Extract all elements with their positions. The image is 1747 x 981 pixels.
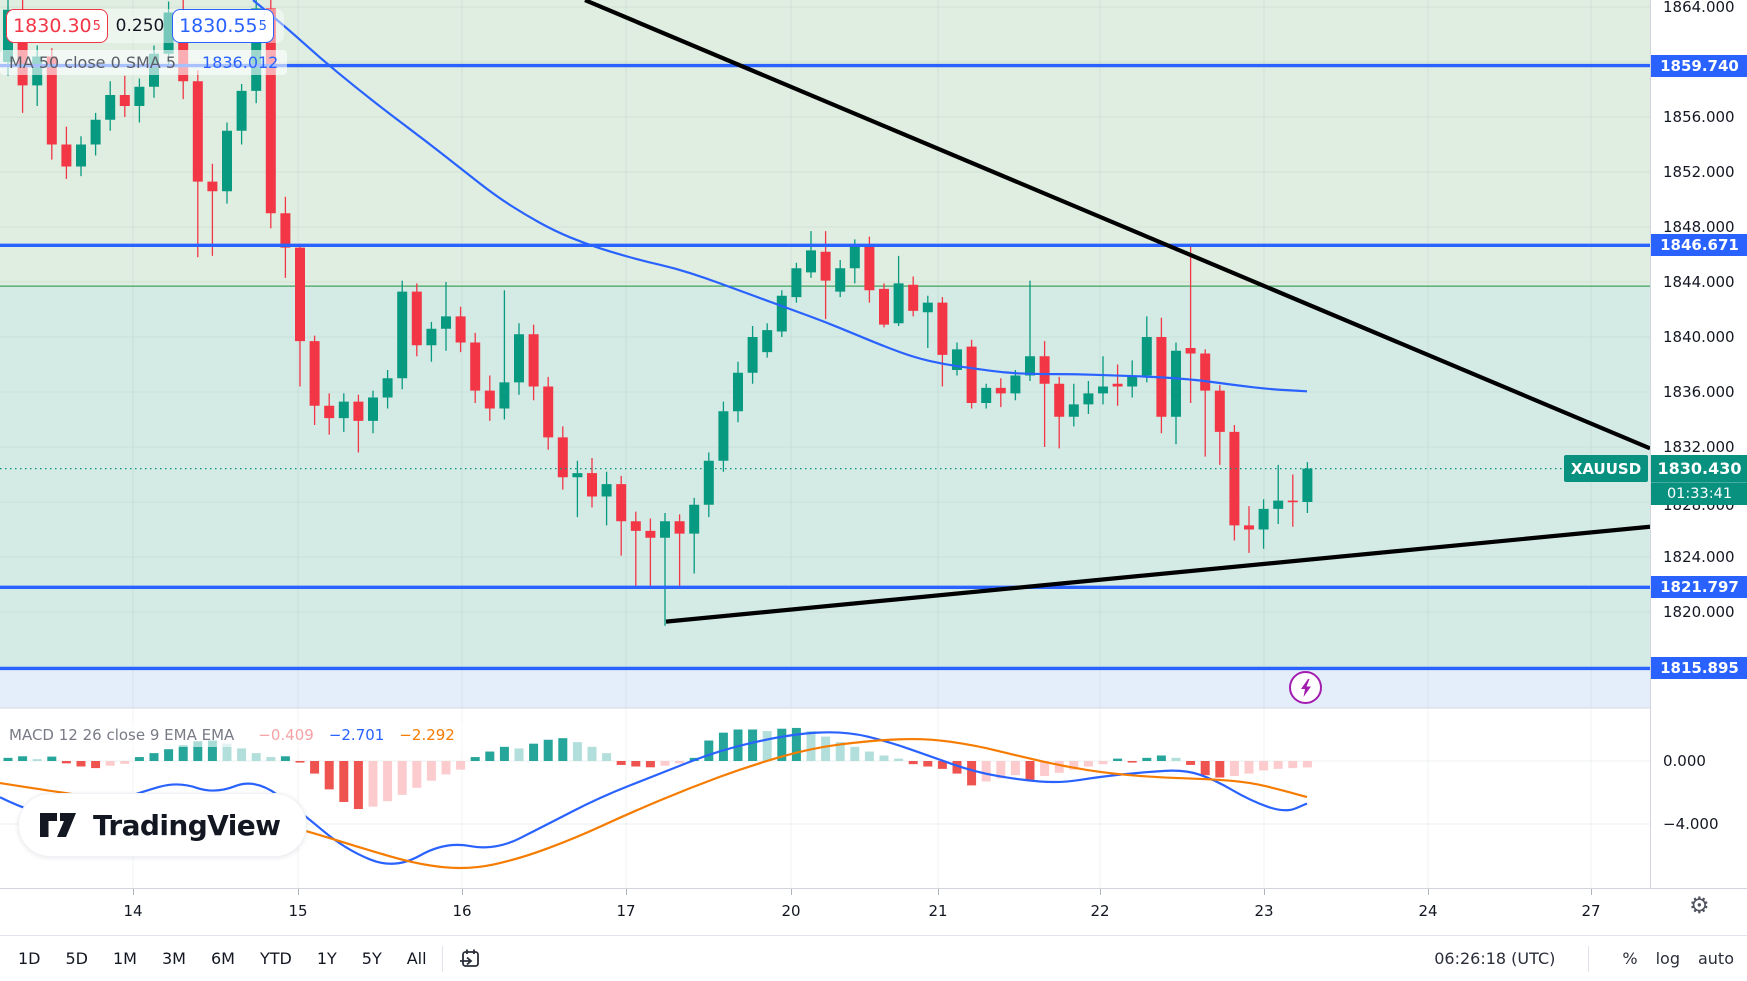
date-label[interactable]: 15 xyxy=(288,902,308,920)
date-label[interactable]: 22 xyxy=(1090,902,1110,920)
price-axis-label: 1852.000 xyxy=(1663,163,1735,181)
price-axis-label: 1864.000 xyxy=(1663,0,1735,16)
toolbar-divider xyxy=(441,945,443,972)
time-tick-mark xyxy=(791,889,792,895)
range-button-ytd[interactable]: YTD xyxy=(259,949,292,968)
price-axis-label: 0.000 xyxy=(1663,752,1706,770)
price-axis-label: 1832.000 xyxy=(1663,438,1735,456)
current-price-badge: 1830.430 01:33:41 xyxy=(1651,455,1747,505)
bid-price-sup: 5 xyxy=(92,18,101,34)
time-tick-mark xyxy=(1264,889,1265,895)
auto-scale-button[interactable]: auto xyxy=(1697,949,1734,968)
bid-price: 1830.30 xyxy=(13,15,92,37)
time-tick-mark xyxy=(1428,889,1429,895)
price-axis-label: 1820.000 xyxy=(1663,603,1735,621)
time-tick-mark xyxy=(626,889,627,895)
clock-time[interactable]: 06:26:18 (UTC) xyxy=(1434,949,1556,968)
price-axis-label: 1856.000 xyxy=(1663,108,1735,126)
log-scale-button[interactable]: log xyxy=(1655,949,1680,968)
ma-legend-label: MA 50 close 0 SMA 5 xyxy=(9,53,177,72)
go-to-date-button[interactable] xyxy=(458,947,482,971)
percent-scale-button[interactable]: % xyxy=(1622,949,1638,968)
date-range-buttons: 1D 5D 1M 3M 6M YTD 1Y 5Y All xyxy=(0,949,427,968)
range-button-5d[interactable]: 5D xyxy=(65,949,89,968)
price-axis-label: 1848.000 xyxy=(1663,218,1735,236)
flash-lightning-icon[interactable] xyxy=(1289,671,1322,704)
range-button-1m[interactable]: 1M xyxy=(113,949,137,968)
macd-indicator-legend[interactable]: MACD 12 26 close 9 EMA EMA −0.409 −2.701… xyxy=(0,723,464,747)
ma-legend-value: 1836.012 xyxy=(202,53,279,72)
date-label[interactable]: 27 xyxy=(1581,902,1601,920)
time-tick-mark xyxy=(133,889,134,895)
time-tick-mark xyxy=(462,889,463,895)
go-to-date-calendar-icon xyxy=(459,949,479,967)
ask-price-button[interactable]: 1830.55 5 xyxy=(172,9,274,43)
tradingview-logo[interactable]: TradingView xyxy=(18,793,308,857)
level-price-badge: 1846.671 xyxy=(1651,234,1747,257)
bottom-toolbar: 1D 5D 1M 3M 6M YTD 1Y 5Y All 06:26:18 (UTC) % lo… xyxy=(0,935,1747,981)
level-price-badge: 1859.740 xyxy=(1651,54,1747,77)
date-label[interactable]: 20 xyxy=(781,902,801,920)
date-label[interactable]: 23 xyxy=(1254,902,1274,920)
macd-line-value: −2.701 xyxy=(328,726,385,744)
price-axis-label: 1840.000 xyxy=(1663,328,1735,346)
symbol-price-label: XAUUSD xyxy=(1564,455,1648,482)
date-label[interactable]: 17 xyxy=(616,902,636,920)
date-label[interactable]: 14 xyxy=(123,902,143,920)
ask-price: 1830.55 xyxy=(179,15,258,37)
bid-price-button[interactable]: 1830.30 5 xyxy=(6,9,108,43)
price-axis-label: 1836.000 xyxy=(1663,383,1735,401)
level-price-badge: 1821.797 xyxy=(1651,576,1747,599)
bar-countdown: 01:33:41 xyxy=(1651,482,1747,505)
level-price-badge: 1815.895 xyxy=(1651,657,1747,680)
date-label[interactable]: 24 xyxy=(1418,902,1438,920)
price-axis-label: 1844.000 xyxy=(1663,273,1735,291)
macd-legend-label: MACD 12 26 close 9 EMA EMA xyxy=(9,726,235,744)
settings-gear-icon[interactable]: ⚙ xyxy=(1689,893,1710,919)
price-axis-label: 1824.000 xyxy=(1663,548,1735,566)
date-label[interactable]: 16 xyxy=(452,902,472,920)
date-label[interactable]: 21 xyxy=(928,902,948,920)
range-button-all[interactable]: All xyxy=(406,949,427,968)
price-axis-label: −4.000 xyxy=(1663,815,1719,833)
macd-hist-value: −0.409 xyxy=(258,726,314,744)
quote-row: 1830.30 5 0.250 1830.55 5 xyxy=(6,9,284,43)
time-tick-mark xyxy=(1591,889,1592,895)
range-button-1d[interactable]: 1D xyxy=(18,949,41,968)
toolbar-divider xyxy=(1588,945,1590,972)
ma-indicator-legend[interactable]: MA 50 close 0 SMA 5 1836.012 xyxy=(0,50,288,75)
tradingview-logo-mark xyxy=(40,813,76,837)
range-button-6m[interactable]: 6M xyxy=(210,949,235,968)
time-tick-mark xyxy=(938,889,939,895)
spread-value: 0.250 xyxy=(115,16,165,36)
time-axis[interactable]: ⚙ 14 15 16 17 20 21 22 23 24 27 xyxy=(0,888,1747,935)
tradingview-logo-text: TradingView xyxy=(93,808,281,842)
price-axis[interactable]: −4.000 0.000 1820.000 1824.000 1828.000 1832.… xyxy=(1650,0,1747,935)
range-button-3m[interactable]: 3M xyxy=(161,949,186,968)
time-tick-mark xyxy=(298,889,299,895)
time-tick-mark xyxy=(1100,889,1101,895)
macd-signal-value: −2.292 xyxy=(399,726,455,744)
toolbar-right-group: 06:26:18 (UTC) % log auto xyxy=(1434,945,1747,972)
ask-price-sup: 5 xyxy=(258,18,267,34)
current-price: 1830.430 xyxy=(1657,459,1742,478)
range-button-1y[interactable]: 1Y xyxy=(316,949,337,968)
range-button-5y[interactable]: 5Y xyxy=(361,949,382,968)
